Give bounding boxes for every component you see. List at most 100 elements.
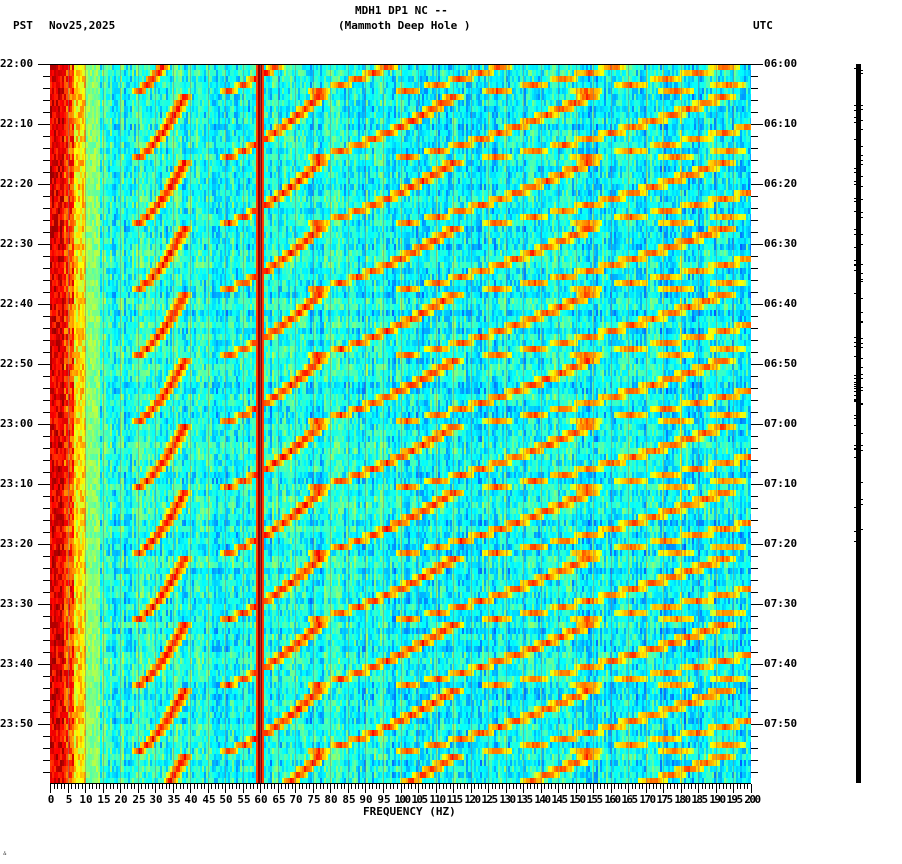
y-tick-right — [751, 640, 758, 641]
y-tick-left — [38, 124, 50, 125]
x-tick-label: 70 — [289, 793, 303, 806]
trace-spike — [854, 418, 856, 419]
x-tick-label: 125 — [481, 793, 498, 806]
y-tick-left — [43, 268, 50, 269]
y-tick-right — [751, 484, 763, 485]
y-tick-label-right: 06:30 — [764, 237, 798, 250]
x-tick — [222, 784, 223, 789]
x-tick — [604, 784, 605, 789]
y-tick-label-right: 06:10 — [764, 117, 798, 130]
x-tick — [302, 784, 303, 789]
y-tick-right — [751, 772, 758, 773]
y-tick-right — [751, 220, 758, 221]
x-tick — [751, 784, 752, 793]
x-tick — [106, 784, 107, 789]
x-tick — [330, 784, 331, 793]
x-tick-label: 115 — [446, 793, 463, 806]
y-tick-left — [43, 436, 50, 437]
trace-spike — [861, 374, 863, 375]
y-tick-left — [43, 112, 50, 113]
x-tick — [159, 784, 160, 789]
x-tick — [499, 784, 500, 789]
x-tick — [621, 784, 622, 789]
y-tick-right — [751, 184, 763, 185]
x-tick — [278, 784, 279, 793]
y-tick-label-left: 23:10 — [0, 477, 34, 490]
x-tick — [667, 784, 668, 789]
x-tick — [162, 784, 163, 789]
x-tick — [565, 784, 566, 789]
x-tick — [681, 784, 682, 793]
x-tick — [656, 784, 657, 789]
x-tick — [365, 784, 366, 793]
x-tick — [702, 784, 703, 789]
x-tick — [502, 784, 503, 789]
y-tick-left — [43, 208, 50, 209]
y-tick-left — [43, 688, 50, 689]
x-tick-label: 165 — [621, 793, 638, 806]
x-tick — [443, 784, 444, 789]
y-tick-right — [751, 160, 758, 161]
x-tick — [688, 784, 689, 789]
trace-spike — [854, 168, 856, 169]
trace-spike — [854, 68, 856, 69]
trace-spike — [861, 264, 863, 265]
x-tick — [253, 784, 254, 789]
y-tick-right — [751, 136, 758, 137]
y-tick-label-right: 06:20 — [764, 177, 798, 190]
trace-spike — [861, 433, 863, 434]
x-tick — [646, 784, 647, 793]
y-tick-left — [43, 712, 50, 713]
y-tick-left — [43, 76, 50, 77]
y-tick-left — [43, 592, 50, 593]
x-tick-label: 40 — [184, 793, 198, 806]
y-tick-label-left: 23:00 — [0, 417, 34, 430]
trace-spike — [861, 387, 863, 388]
x-tick — [383, 784, 384, 793]
x-tick — [341, 784, 342, 789]
y-tick-right — [751, 688, 758, 689]
y-tick-label-left: 22:10 — [0, 117, 34, 130]
x-tick-label: 190 — [709, 793, 726, 806]
y-tick-right — [751, 292, 758, 293]
x-tick — [344, 784, 345, 789]
x-tick — [274, 784, 275, 789]
y-tick-left — [43, 400, 50, 401]
y-tick-label-right: 07:50 — [764, 717, 798, 730]
x-tick — [183, 784, 184, 789]
y-tick-label-left: 22:00 — [0, 57, 34, 70]
y-tick-right — [751, 340, 758, 341]
x-tick — [50, 784, 51, 793]
y-tick-left — [43, 88, 50, 89]
x-tick — [320, 784, 321, 789]
trace-spike — [854, 198, 856, 199]
y-tick-label-left: 23:40 — [0, 657, 34, 670]
x-tick — [236, 784, 237, 789]
x-tick — [639, 784, 640, 789]
x-tick-label: 75 — [307, 793, 321, 806]
trace-spike — [861, 343, 863, 344]
x-tick — [625, 784, 626, 789]
x-tick — [572, 784, 573, 789]
x-tick — [723, 784, 724, 789]
x-tick — [246, 784, 247, 789]
x-tick — [309, 784, 310, 789]
trace-spike — [861, 160, 863, 161]
left-timezone-label: PST — [13, 19, 33, 32]
trace-spike — [861, 234, 863, 235]
x-tick — [96, 784, 97, 789]
x-tick — [471, 784, 472, 793]
x-tick — [436, 784, 437, 793]
x-tick — [243, 784, 244, 793]
y-tick-left — [38, 244, 50, 245]
y-tick-label-left: 22:50 — [0, 357, 34, 370]
x-tick-label: 5 — [65, 793, 73, 806]
y-tick-left — [43, 292, 50, 293]
y-tick-left — [43, 316, 50, 317]
trace-spike — [861, 404, 863, 405]
y-tick-left — [43, 412, 50, 413]
x-tick — [64, 784, 65, 789]
trace-spike — [861, 120, 863, 121]
x-tick — [450, 784, 451, 789]
x-tick — [145, 784, 146, 789]
